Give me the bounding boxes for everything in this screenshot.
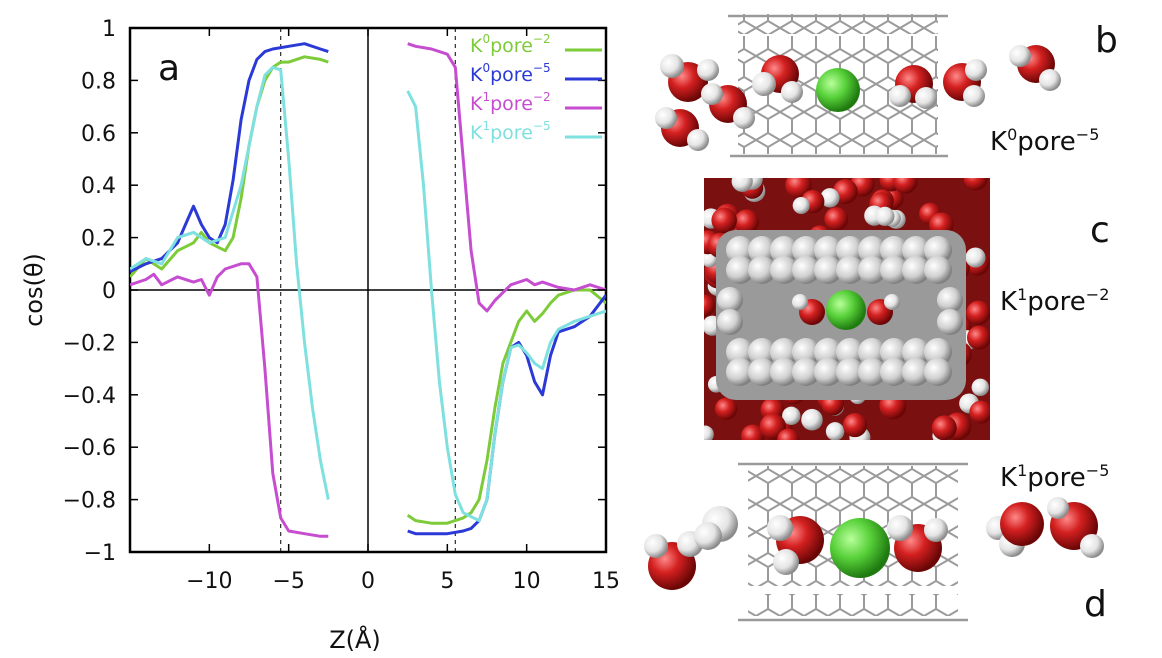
series-line-2-1 bbox=[407, 42, 606, 313]
panel-c-snapshot: c K1pore−2 bbox=[704, 178, 1110, 440]
panel-letter-b: b bbox=[1095, 20, 1118, 61]
y-tick-label: 0.2 bbox=[81, 227, 116, 252]
legend-entry-3: K1pore−5 bbox=[470, 119, 551, 144]
y-tick-label: −1 bbox=[84, 541, 116, 566]
series-line-1-1 bbox=[407, 294, 606, 536]
series-line-1-0 bbox=[130, 42, 329, 274]
legend-entry-0: K0pore−2 bbox=[470, 32, 551, 57]
y-tick-label: −0.6 bbox=[63, 436, 116, 461]
x-tick-label: 0 bbox=[361, 569, 375, 594]
panel-d-label: K1pore−5 bbox=[1000, 461, 1109, 493]
reference-lines bbox=[130, 28, 606, 552]
panel-letter-c: c bbox=[1090, 210, 1110, 251]
series-line-3-1 bbox=[406, 90, 606, 523]
x-tick-label: 5 bbox=[440, 569, 454, 594]
panel-c-label: K1pore−2 bbox=[1000, 285, 1109, 317]
y-tick-label: −0.2 bbox=[63, 331, 116, 356]
y-tick-label: −0.4 bbox=[63, 384, 116, 409]
nanotube-bottom-d bbox=[738, 594, 968, 622]
y-tick-label: 0 bbox=[102, 279, 116, 304]
y-tick-label: 0.6 bbox=[81, 122, 116, 147]
water-molecules-d bbox=[644, 497, 1104, 590]
panel-letter-a: a bbox=[158, 48, 180, 89]
y-tick-label: 1 bbox=[102, 17, 116, 42]
x-tick-label: −10 bbox=[186, 569, 232, 594]
legend-entry-2: K1pore−2 bbox=[470, 90, 551, 115]
series-group bbox=[130, 42, 606, 538]
nanotube-top-b bbox=[728, 14, 948, 34]
panel-letter-d: d bbox=[1084, 584, 1107, 625]
y-axis-title: cos(θ) bbox=[20, 253, 48, 327]
y-tick-label: 0.4 bbox=[81, 174, 116, 199]
x-tick-label: 10 bbox=[513, 569, 541, 594]
series-line-0-1 bbox=[406, 288, 606, 525]
series-line-2-0 bbox=[130, 262, 329, 538]
series-line-0-0 bbox=[130, 55, 329, 278]
panel-c-image bbox=[704, 178, 990, 440]
panel-b-label: K0pore−5 bbox=[990, 125, 1099, 157]
x-tick-label: 15 bbox=[592, 569, 620, 594]
panel-b-snapshot: b K0pore−5 bbox=[655, 14, 1118, 158]
x-axis-title: Z(Å) bbox=[329, 625, 381, 654]
legend: K0pore−2 K0pore−5 K1pore−2 K1pore−5 bbox=[470, 32, 602, 144]
ion-c bbox=[826, 290, 866, 330]
y-tick-label: 0.8 bbox=[81, 69, 116, 94]
ion-b bbox=[816, 68, 860, 112]
ion-d bbox=[830, 518, 890, 578]
y-tick-label: −0.8 bbox=[63, 489, 116, 514]
legend-entry-1: K0pore−5 bbox=[470, 61, 551, 86]
x-ticks: −10 −5 0 5 10 15 bbox=[186, 28, 620, 594]
water-molecules-b bbox=[655, 45, 1061, 151]
x-tick-label: −5 bbox=[272, 569, 304, 594]
panel-d-snapshot: d K1pore−5 bbox=[644, 461, 1109, 625]
nanotube-c bbox=[716, 230, 966, 400]
y-ticks: 1 0.8 0.6 0.4 0.2 0 −0.2 −0.4 −0.6 −0.8 −1 bbox=[63, 17, 606, 566]
series-line-3-0 bbox=[130, 65, 330, 500]
cos-theta-plot: −10 −5 0 5 10 15 1 0.8 0.6 0.4 0.2 0 −0.2 −0.4 −0.6 −0… bbox=[20, 17, 620, 654]
